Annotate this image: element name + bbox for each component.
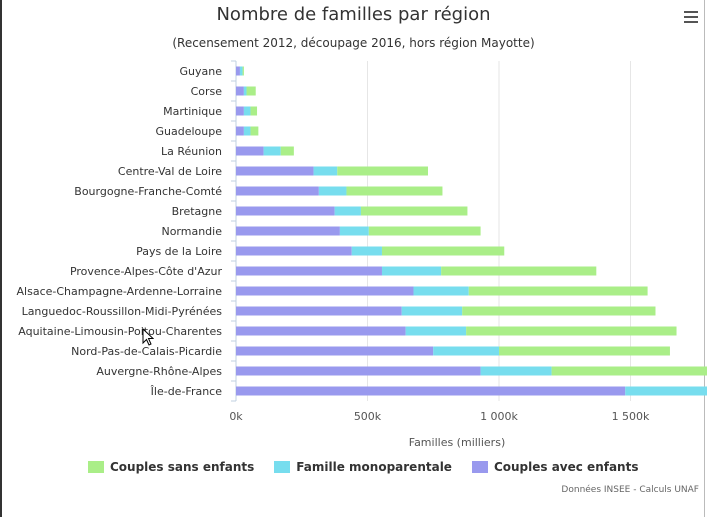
bar-segment[interactable]	[381, 266, 442, 276]
category-label: Centre-Val de Loire	[118, 165, 222, 178]
category-label: Guyane	[180, 65, 223, 78]
bar-segment[interactable]	[480, 366, 552, 376]
menu-line	[684, 16, 698, 18]
bar-segment[interactable]	[236, 246, 352, 256]
legend-swatch	[274, 461, 291, 473]
bar-segment[interactable]	[236, 226, 340, 236]
category-label: Alsace-Champagne-Ardenne-Lorraine	[17, 285, 223, 298]
bar-segment[interactable]	[263, 146, 281, 156]
category-label: Pays de la Loire	[136, 245, 222, 258]
bar-segment[interactable]	[405, 326, 467, 336]
x-tick-label: 1 000k	[480, 410, 518, 423]
bar-segment[interactable]	[625, 386, 707, 396]
menu-line	[684, 21, 698, 23]
category-label: Corse	[191, 85, 223, 98]
category-label: Normandie	[161, 225, 222, 238]
bar-segment[interactable]	[236, 366, 481, 376]
bar-segment[interactable]	[313, 166, 338, 176]
bar-segment[interactable]	[360, 206, 468, 216]
category-label: Aquitaine-Limousin-Poitou-Charentes	[18, 325, 222, 338]
category-label: Provence-Alpes-Côte d'Azur	[70, 265, 223, 278]
legend-label: Couples sans enfants	[110, 460, 255, 474]
category-label: Île-de-France	[150, 385, 223, 398]
x-tick-label: 1 500k	[612, 410, 650, 423]
category-label: Languedoc-Roussillon-Midi-Pyrénées	[22, 305, 223, 318]
legend: Couples sans enfants Famille monoparental…	[88, 460, 658, 474]
category-label: Bretagne	[172, 205, 223, 218]
bar-segment[interactable]	[433, 346, 499, 356]
legend-item[interactable]: Couples sans enfants	[88, 460, 254, 474]
bar-segment[interactable]	[236, 146, 264, 156]
bar-segment[interactable]	[401, 306, 463, 316]
category-label: Auvergne-Rhône-Alpes	[96, 365, 222, 378]
legend-swatch	[88, 461, 104, 473]
category-label: Martinique	[163, 105, 222, 118]
menu-line	[684, 11, 698, 13]
bar-segment[interactable]	[236, 386, 626, 396]
x-tick-label: 0k	[229, 410, 243, 423]
bar-segment[interactable]	[243, 106, 251, 116]
bar-segment[interactable]	[246, 86, 256, 96]
bar-segment[interactable]	[243, 126, 251, 136]
bar-segment[interactable]	[339, 226, 369, 236]
bar-segment[interactable]	[441, 266, 597, 276]
legend-item[interactable]: Couples avec enfants	[471, 460, 639, 474]
hamburger-menu-icon[interactable]	[684, 11, 698, 23]
bar-segment[interactable]	[236, 266, 382, 276]
bar-segment[interactable]	[236, 326, 406, 336]
mouse-cursor-icon	[142, 328, 154, 346]
bar-segment[interactable]	[368, 226, 481, 236]
bar-segment[interactable]	[239, 66, 243, 76]
bar-segment[interactable]	[466, 326, 677, 336]
bar-segment[interactable]	[250, 106, 258, 116]
bar-segment[interactable]	[236, 346, 434, 356]
legend-label: Famille monoparentale	[296, 460, 452, 474]
bar-segment[interactable]	[236, 166, 314, 176]
chart-subtitle: (Recensement 2012, découpage 2016, hors …	[172, 36, 535, 50]
bar-segment[interactable]	[468, 286, 648, 296]
bar-segment[interactable]	[499, 346, 670, 356]
bar-segment[interactable]	[236, 86, 244, 96]
bar-segment[interactable]	[337, 166, 428, 176]
bar-segment[interactable]	[236, 106, 244, 116]
bar-segment[interactable]	[351, 246, 382, 256]
bar-segment[interactable]	[236, 286, 414, 296]
legend-label: Couples avec enfants	[493, 460, 639, 474]
bar-segment[interactable]	[242, 66, 244, 76]
x-axis-title: Familles (milliers)	[409, 436, 505, 449]
bar-segment[interactable]	[236, 206, 335, 216]
bar-segment[interactable]	[243, 86, 247, 96]
bar-segment[interactable]	[346, 186, 443, 196]
bar-segment[interactable]	[413, 286, 469, 296]
credits[interactable]: Données INSEE - Calculs UNAF	[561, 485, 699, 495]
category-label: Guadeloupe	[156, 125, 223, 138]
bar-segment[interactable]	[236, 126, 244, 136]
bar-segment[interactable]	[318, 186, 347, 196]
bar-segment[interactable]	[551, 366, 707, 376]
bar-segment[interactable]	[236, 66, 240, 76]
bar-segment[interactable]	[236, 186, 319, 196]
x-tick-label: 500k	[354, 410, 382, 423]
chart-title: Nombre de familles par région	[216, 4, 491, 25]
legend-item[interactable]: Famille monoparentale	[274, 460, 452, 474]
category-label: La Réunion	[161, 145, 222, 158]
bar-segment[interactable]	[236, 306, 402, 316]
category-label: Nord-Pas-de-Calais-Picardie	[71, 345, 222, 358]
category-label: Bourgogne-Franche-Comté	[74, 185, 222, 198]
bar-segment[interactable]	[462, 306, 656, 316]
bar-segment[interactable]	[334, 206, 361, 216]
bar-segment[interactable]	[280, 146, 294, 156]
bar-segment[interactable]	[250, 126, 259, 136]
legend-swatch	[471, 461, 488, 473]
bar-segment[interactable]	[381, 246, 505, 256]
